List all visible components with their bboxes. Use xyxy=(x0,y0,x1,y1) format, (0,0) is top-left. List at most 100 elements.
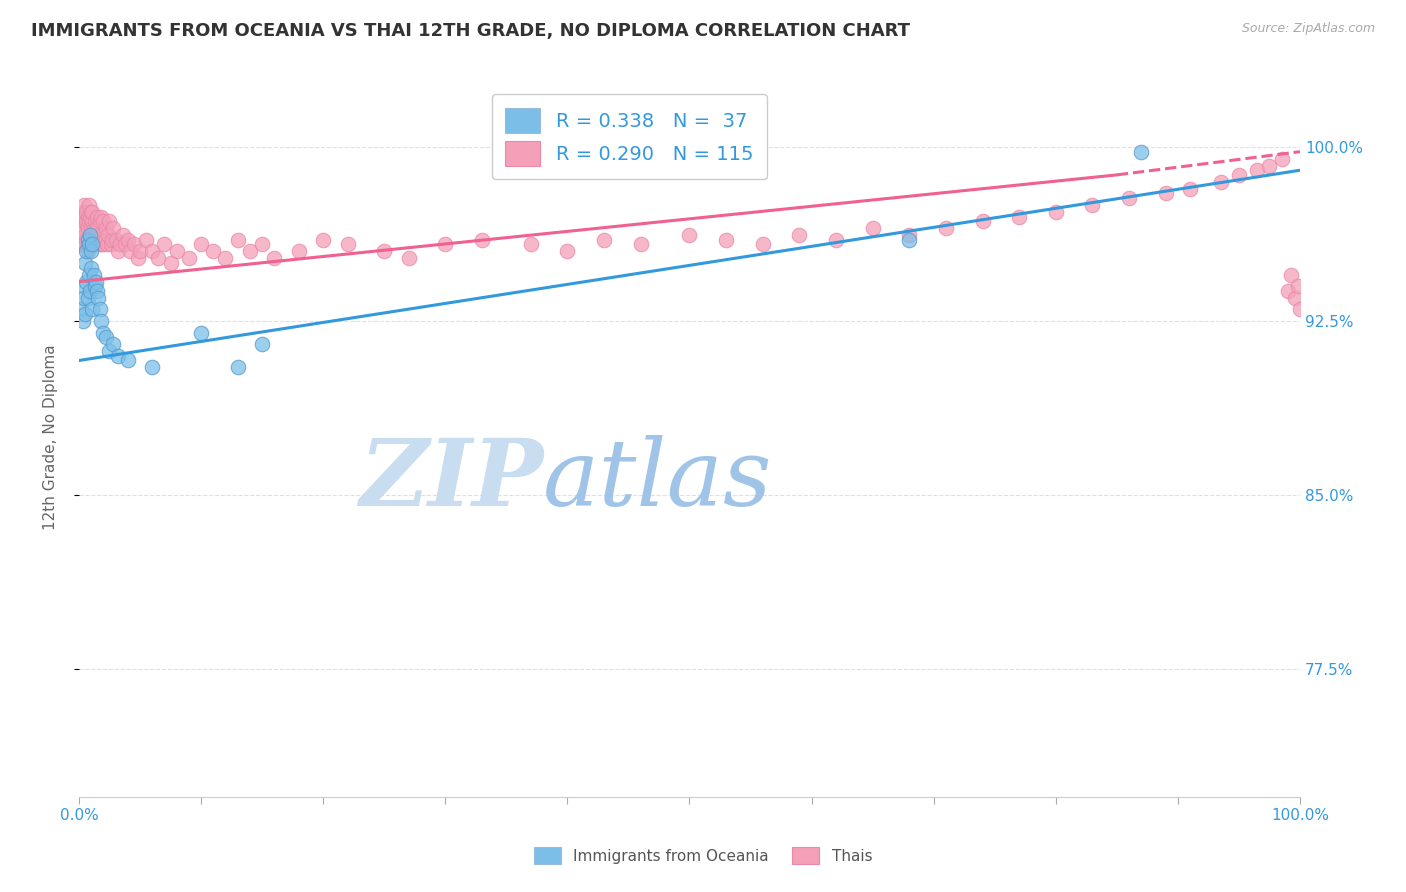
Point xyxy=(789,228,811,243)
Point xyxy=(1178,182,1201,196)
Point xyxy=(84,237,107,252)
Point xyxy=(83,233,105,247)
Point xyxy=(82,205,104,219)
Point xyxy=(120,244,142,259)
Point xyxy=(107,349,129,363)
Point xyxy=(73,237,96,252)
Point xyxy=(79,228,101,243)
Point xyxy=(1289,302,1312,317)
Point xyxy=(73,279,96,293)
Point xyxy=(77,237,100,252)
Point xyxy=(84,221,107,235)
Point xyxy=(84,275,107,289)
Point xyxy=(373,244,395,259)
Point xyxy=(135,233,157,247)
Point xyxy=(1130,145,1153,159)
Point xyxy=(153,237,176,252)
Point xyxy=(1258,159,1281,173)
Point xyxy=(593,233,616,247)
Point xyxy=(73,237,96,252)
Point xyxy=(77,233,100,247)
Point xyxy=(89,302,111,317)
Point xyxy=(214,252,236,266)
Point xyxy=(80,237,103,252)
Point xyxy=(70,210,93,224)
Point xyxy=(898,228,921,243)
Point xyxy=(80,244,103,259)
Point xyxy=(76,221,98,235)
Point xyxy=(1246,163,1268,178)
Point xyxy=(91,228,114,243)
Point xyxy=(76,233,98,247)
Point xyxy=(190,326,212,340)
Text: ZIP: ZIP xyxy=(359,435,543,525)
Point xyxy=(250,337,273,351)
Point xyxy=(239,244,262,259)
Point xyxy=(519,237,541,252)
Point xyxy=(398,252,420,266)
Point xyxy=(73,307,96,321)
Point xyxy=(89,233,111,247)
Point xyxy=(1286,279,1309,293)
Point xyxy=(79,284,101,298)
Point xyxy=(93,214,115,228)
Point xyxy=(76,291,98,305)
Point xyxy=(127,252,149,266)
Point xyxy=(87,221,110,235)
Point xyxy=(190,237,212,252)
Point xyxy=(73,291,96,305)
Point xyxy=(104,233,127,247)
Point xyxy=(86,284,108,298)
Point xyxy=(98,214,121,228)
Point xyxy=(72,314,94,328)
Point xyxy=(1271,152,1294,166)
Point xyxy=(972,214,994,228)
Text: IMMIGRANTS FROM OCEANIA VS THAI 12TH GRADE, NO DIPLOMA CORRELATION CHART: IMMIGRANTS FROM OCEANIA VS THAI 12TH GRA… xyxy=(31,22,910,40)
Point xyxy=(83,214,105,228)
Point xyxy=(935,221,957,235)
Point xyxy=(177,252,200,266)
Y-axis label: 12th Grade, No Diploma: 12th Grade, No Diploma xyxy=(44,344,58,530)
Point xyxy=(90,237,112,252)
Point xyxy=(79,237,101,252)
Point xyxy=(1081,198,1104,212)
Point xyxy=(97,228,120,243)
Point xyxy=(79,228,101,243)
Point xyxy=(1209,175,1232,189)
Point xyxy=(73,214,96,228)
Point xyxy=(471,233,494,247)
Point xyxy=(75,205,97,219)
Point xyxy=(122,237,145,252)
Point xyxy=(82,233,104,247)
Point xyxy=(79,210,101,224)
Text: atlas: atlas xyxy=(543,435,772,525)
Point xyxy=(166,244,188,259)
Point xyxy=(101,221,124,235)
Point xyxy=(1008,210,1031,224)
Point xyxy=(87,291,110,305)
Point xyxy=(100,237,122,252)
Point xyxy=(1277,284,1299,298)
Point xyxy=(69,214,91,228)
Point xyxy=(110,237,132,252)
Point xyxy=(1118,191,1140,205)
Point xyxy=(82,237,104,252)
Point xyxy=(82,214,104,228)
Point xyxy=(630,237,652,252)
Point xyxy=(80,221,103,235)
Point xyxy=(263,252,285,266)
Point xyxy=(83,237,105,252)
Point xyxy=(1284,291,1306,305)
Point xyxy=(89,214,111,228)
Point xyxy=(76,210,98,224)
Point xyxy=(94,330,117,344)
Point xyxy=(86,228,108,243)
Point xyxy=(678,228,700,243)
Point xyxy=(898,233,921,247)
Point xyxy=(77,268,100,282)
Point xyxy=(714,233,737,247)
Point xyxy=(141,244,163,259)
Point xyxy=(1227,168,1250,182)
Point xyxy=(862,221,884,235)
Point xyxy=(101,337,124,351)
